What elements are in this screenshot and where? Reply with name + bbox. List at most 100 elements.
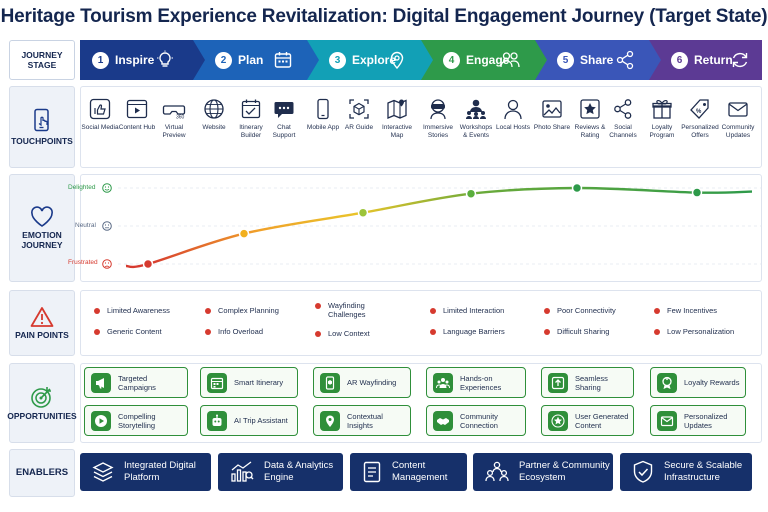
opportunity-card[interactable]: Compelling Storytelling [84,405,188,436]
touchpoint-photo-share[interactable]: Photo Share [533,98,571,132]
pain-point-text: Generic Content [107,327,162,336]
star-badge-icon [548,410,568,431]
handshake-icon [433,410,453,431]
enabler-secure-scalable-infrastructure[interactable]: Secure & Scalable Infrastructure [620,453,752,491]
opportunity-label: Loyalty Rewards [684,378,740,387]
opportunity-card[interactable]: Targeted Campaigns [84,367,188,398]
row-label-text: TOUCHPOINTS [11,135,73,146]
stage-plan[interactable]: 2 Plan [203,40,313,80]
star-review-icon [580,99,600,119]
pain-point: Complex Planning [205,306,305,315]
touchpoint-label: Reviews & Rating [574,124,606,140]
touchpoint-ar-guide[interactable]: AR Guide [340,98,378,132]
emotion-level-neutral: Neutral [75,222,96,229]
stage-return[interactable]: 6 Return [659,40,762,80]
row-label-opportunities: OPPORTUNITIES [7,363,77,443]
touchpoint-website[interactable]: Website [195,98,233,132]
enabler-content-management[interactable]: Content Management [350,453,467,491]
touchpoint-itinerary-builder[interactable]: Itinerary Builder [232,98,270,140]
chat-bubble-icon [274,102,294,118]
people-icon [500,52,520,68]
touchpoint-workshops-events[interactable]: Workshops & Events [457,98,495,140]
touchpoint-local-hosts[interactable]: Local Hosts [494,98,532,132]
pain-point-text: Language Barriers [443,327,505,336]
share-icon [616,50,634,70]
opportunity-card[interactable]: Loyalty Rewards [650,367,746,398]
opportunity-label: Hands-on Experiences [460,373,502,392]
touchpoint-mobile-app[interactable]: Mobile App [304,98,342,132]
stage-label: Return [694,53,733,67]
opportunity-card[interactable]: Community Connection [426,405,526,436]
touchpoint-interactive-map[interactable]: Interactive Map [378,98,416,140]
opportunity-card[interactable]: Hands-on Experiences [426,367,526,398]
enabler-partner-community-ecosystem[interactable]: Partner & Community Ecosystem [473,453,613,491]
share-nodes-icon [614,99,632,119]
stage-share[interactable]: 5 Share [545,40,655,80]
upload-icon [548,372,568,393]
opportunity-card[interactable]: AR Wayfinding [313,367,411,398]
opportunity-card[interactable]: User Generated Content [541,405,634,436]
pain-bullet [430,329,436,335]
enabler-label: Data & Analytics Engine [264,459,334,483]
touchpoint-label: Workshops & Events [459,124,493,140]
enabler-label: Secure & Scalable Infrastructure [664,459,743,483]
lightbulb-icon [157,50,173,67]
pain-bullet [315,303,321,309]
stage-number: 2 [215,51,232,69]
emotion-panel [80,174,762,282]
location-insight-icon [320,410,340,431]
pain-bullet [654,329,660,335]
touchpoint-label: Chat Support [272,124,296,140]
pain-point-text: Few Incentives [667,306,718,315]
opportunity-card[interactable]: Smart Itinerary [200,367,298,398]
row-label-emotion: EMOTION JOURNEY [9,174,75,282]
touchpoint-social-channels[interactable]: Social Channels [604,98,642,140]
touchpoint-content-hub[interactable]: Content Hub [118,98,156,132]
map-pin-icon [390,51,404,70]
svg-text:%: % [696,109,702,115]
touchpoint-label: Mobile App [306,124,340,131]
touchpoint-label: Photo Share [533,124,571,131]
opportunity-label: Personalized Updates [684,411,728,430]
touchpoint-community-updates[interactable]: Community Updates [719,98,757,140]
partners-icon [485,461,509,482]
touchpoint-virtual-preview[interactable]: 360 Virtual Preview [155,98,193,140]
stage-label: Share [580,53,614,67]
touchpoint-personalized-offers[interactable]: % Personalized Offers [681,98,719,140]
pain-bullet [654,308,660,314]
stage-label: Plan [238,53,264,67]
pain-point: Language Barriers [430,327,530,336]
ar-cube-icon [349,99,369,119]
document-icon [363,461,381,483]
opportunity-label: AR Wayfinding [347,378,397,387]
stage-engage[interactable]: 4 Engage [431,40,541,80]
stage-number: 4 [443,51,460,69]
target-icon [31,386,51,408]
analytics-icon [231,461,254,482]
touchpoint-immersive-stories[interactable]: Immersive Stories [419,98,457,140]
touchpoint-chat-support[interactable]: Chat Support [265,98,303,140]
enabler-label: Partner & Community Ecosystem [519,459,610,483]
enabler-label: Integrated Digital Platform [124,459,196,483]
touchpoint-loyalty-program[interactable]: Loyalty Program [643,98,681,140]
pain-points-panel [80,290,762,356]
touchpoint-social-media[interactable]: Social Media [81,98,119,132]
opportunity-card[interactable]: AI Trip Assistant [200,405,298,436]
enabler-data-analytics-engine[interactable]: Data & Analytics Engine [218,453,343,491]
stage-number: 1 [92,51,109,69]
mail-icon [657,410,677,431]
row-label-text: OPPORTUNITIES [7,410,77,421]
opportunity-card[interactable]: Personalized Updates [650,405,746,436]
pain-point: Low Context [315,329,415,338]
pain-point: Info Overload [205,327,305,336]
opportunity-card[interactable]: Seamless Sharing [541,367,634,398]
enabler-integrated-digital-platform[interactable]: Integrated Digital Platform [80,453,211,491]
opportunity-card[interactable]: Contextual Insights [313,405,411,436]
video-play-icon [91,410,111,431]
touchpoint-label: Social Channels [609,124,637,140]
stage-3-chevron [307,40,435,80]
stage-explore[interactable]: 3 Explore [317,40,427,80]
touchpoint-reviews-rating[interactable]: Reviews & Rating [571,98,609,140]
stage-inspire[interactable]: 1 Inspire [80,40,195,80]
pain-point: Generic Content [94,327,194,336]
